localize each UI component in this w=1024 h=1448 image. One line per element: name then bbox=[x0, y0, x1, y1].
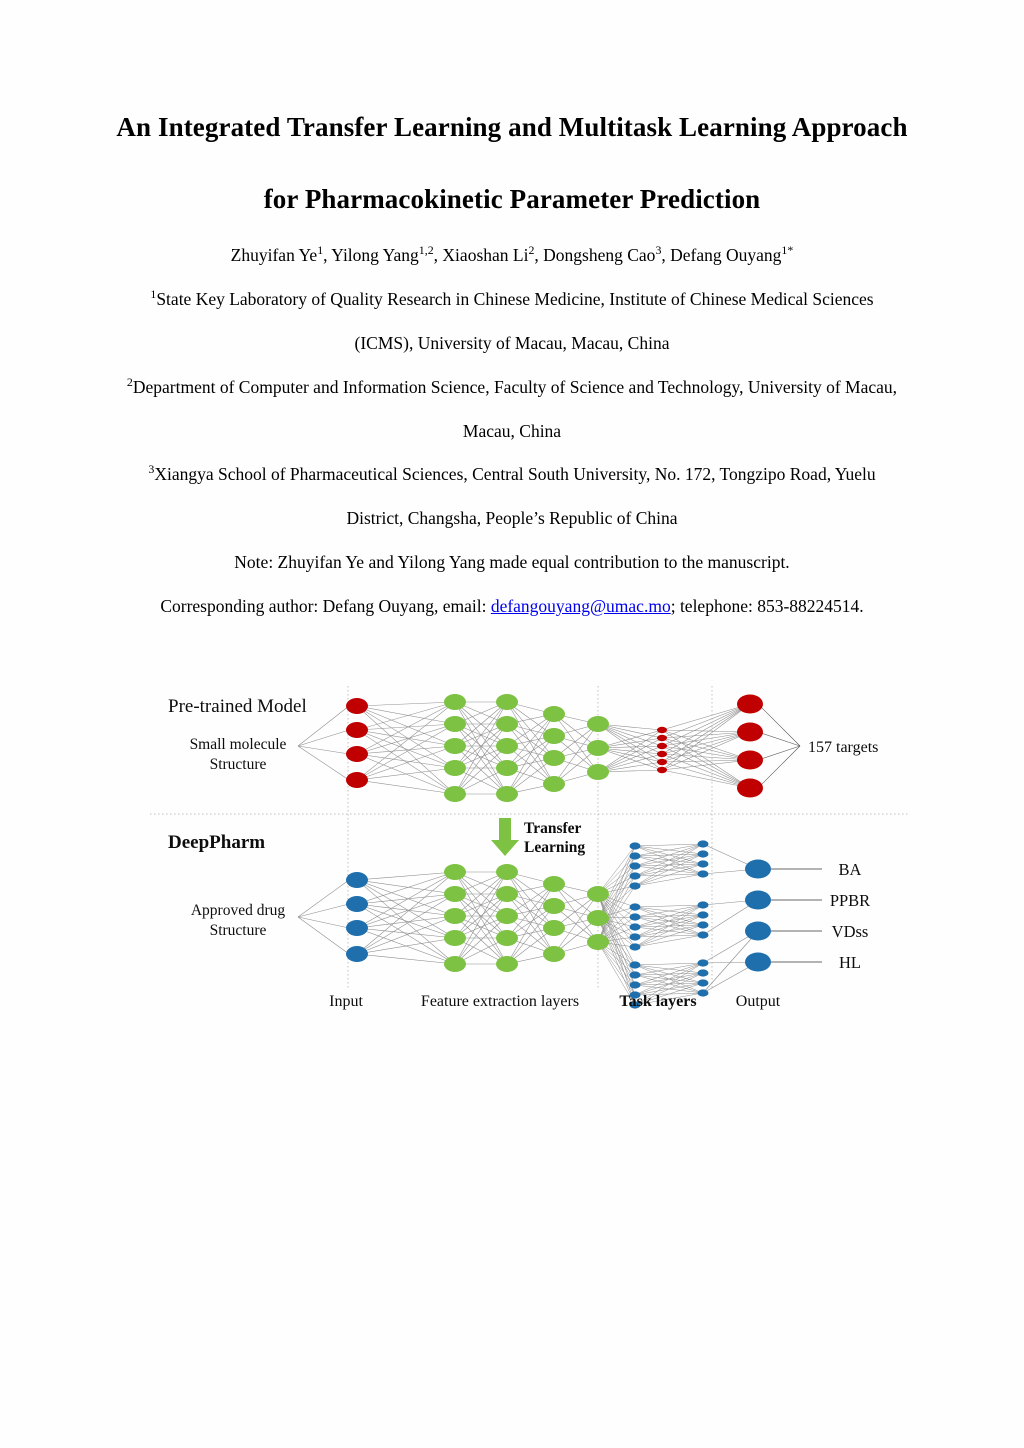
top-edges-input-f1 bbox=[356, 701, 456, 795]
author-name-3: Dongsheng Cao bbox=[543, 245, 656, 265]
top-input-fan bbox=[297, 705, 350, 781]
top-feature-nodes bbox=[444, 694, 609, 802]
affiliation-1-line-1: 1State Key Laboratory of Quality Researc… bbox=[60, 287, 964, 311]
bottom-input-fan bbox=[297, 879, 350, 955]
small-molecule-label-line1: Small molecule bbox=[190, 736, 287, 753]
title-line-1: An Integrated Transfer Learning and Mult… bbox=[116, 112, 908, 142]
author-name-2: Xiaoshan Li bbox=[442, 245, 529, 265]
author-name-1: Yilong Yang bbox=[331, 245, 419, 265]
top-panel: Pre-trained Model Small molecule Structu… bbox=[168, 694, 878, 802]
stage-label-feature: Feature extraction layers bbox=[421, 993, 579, 1010]
corresponding-prefix: Corresponding author: Defang Ouyang, ema… bbox=[160, 596, 491, 616]
author-sup-2: 2 bbox=[528, 243, 535, 258]
deeppharm-title: DeepPharm bbox=[168, 832, 265, 853]
pretrained-model-title: Pre-trained Model bbox=[168, 696, 307, 717]
equal-contribution-note: Note: Zhuyifan Ye and Yilong Yang made e… bbox=[234, 552, 790, 573]
bottom-edges-f4-tasks bbox=[597, 845, 636, 1006]
bottom-task-nodes-col2 bbox=[697, 840, 709, 997]
affiliation-1-line-2: (ICMS), University of Macau, Macau, Chin… bbox=[354, 332, 670, 353]
bottom-feature-nodes bbox=[444, 864, 609, 972]
affiliation-3-line-2: District, Changsha, People’s Republic of… bbox=[346, 508, 678, 529]
page-title: An Integrated Transfer Learning and Mult… bbox=[96, 112, 928, 215]
top-edges-f4-taskdots bbox=[597, 723, 663, 773]
bottom-edges-task-col1-col2 bbox=[634, 843, 704, 1006]
bottom-output-leader-lines bbox=[771, 868, 822, 963]
output-label-ba: BA bbox=[839, 860, 862, 879]
corresponding-author-line: Corresponding author: Defang Ouyang, ema… bbox=[60, 596, 964, 618]
affiliation-2-line-2: Macau, China bbox=[462, 420, 562, 441]
top-edges-output-converge bbox=[757, 703, 801, 789]
top-edges-taskdots-output bbox=[661, 703, 751, 789]
approved-drug-label-line1: Approved drug bbox=[191, 902, 286, 919]
affiliation-2-text-1: Department of Computer and Information S… bbox=[132, 376, 898, 397]
top-input-nodes bbox=[346, 698, 368, 788]
author-sup-3: 3 bbox=[655, 243, 662, 258]
transfer-label-line2: Learning bbox=[524, 839, 585, 856]
bottom-task-nodes-col1 bbox=[629, 842, 641, 1009]
stage-label-task: Task layers bbox=[619, 993, 696, 1010]
architecture-figure-svg: Pre-trained Model Small molecule Structu… bbox=[150, 686, 910, 1010]
affiliation-3-marker: 3 bbox=[148, 462, 155, 477]
transfer-learning-annotation: Transfer Learning bbox=[491, 818, 585, 856]
architecture-figure: Pre-trained Model Small molecule Structu… bbox=[150, 672, 910, 1032]
author-affiliation-block: Zhuyifan Ye1, Yilong Yang1,2, Xiaoshan L… bbox=[60, 243, 964, 640]
bottom-output-nodes bbox=[745, 859, 771, 972]
affiliation-1-text-1: State Key Laboratory of Quality Research… bbox=[156, 288, 874, 309]
affiliation-2-marker: 2 bbox=[126, 374, 133, 389]
stage-label-output: Output bbox=[736, 993, 781, 1010]
approved-drug-label-line2: Structure bbox=[210, 922, 267, 939]
stage-label-input: Input bbox=[329, 993, 363, 1010]
affiliation-3-line-1: 3Xiangya School of Pharmaceutical Scienc… bbox=[60, 464, 964, 486]
top-output-nodes bbox=[737, 694, 763, 798]
output-label-ppbr: PPBR bbox=[830, 891, 870, 910]
bottom-panel: DeepPharm Approved drug Structure BA PPB… bbox=[168, 832, 870, 1009]
small-molecule-label-line2: Structure bbox=[210, 756, 267, 773]
author-line: Zhuyifan Ye1, Yilong Yang1,2, Xiaoshan L… bbox=[230, 243, 794, 265]
targets-count-label: 157 targets bbox=[808, 739, 878, 756]
author-sup-0: 1 bbox=[317, 243, 324, 258]
affiliation-2-line-1: 2Department of Computer and Information … bbox=[60, 374, 964, 399]
corresponding-suffix: ; telephone: 853-88224514. bbox=[670, 596, 864, 616]
top-task-dots bbox=[657, 726, 667, 774]
author-sup-1: 1,2 bbox=[418, 243, 434, 258]
bottom-edges-input-f1 bbox=[356, 871, 456, 965]
output-label-hl: HL bbox=[839, 953, 861, 972]
affiliation-3-text-1: Xiangya School of Pharmaceutical Science… bbox=[154, 464, 876, 485]
affiliation-1-marker: 1 bbox=[150, 287, 157, 302]
output-label-vdss: VDss bbox=[832, 922, 869, 941]
corresponding-email-link[interactable]: defangouyang@umac.mo bbox=[490, 596, 671, 616]
title-line-2: for Pharmacokinetic Parameter Prediction bbox=[263, 184, 761, 215]
transfer-label-line1: Transfer bbox=[524, 820, 582, 837]
author-name-0: Zhuyifan Ye bbox=[230, 245, 318, 265]
transfer-arrow-icon bbox=[491, 818, 519, 856]
stage-labels: Input Feature extraction layers Task lay… bbox=[329, 993, 781, 1010]
top-edges-f3-f4 bbox=[553, 713, 599, 785]
bottom-input-nodes bbox=[346, 872, 368, 962]
author-sup-4: 1* bbox=[781, 243, 794, 258]
author-name-4: Defang Ouyang bbox=[670, 245, 782, 265]
